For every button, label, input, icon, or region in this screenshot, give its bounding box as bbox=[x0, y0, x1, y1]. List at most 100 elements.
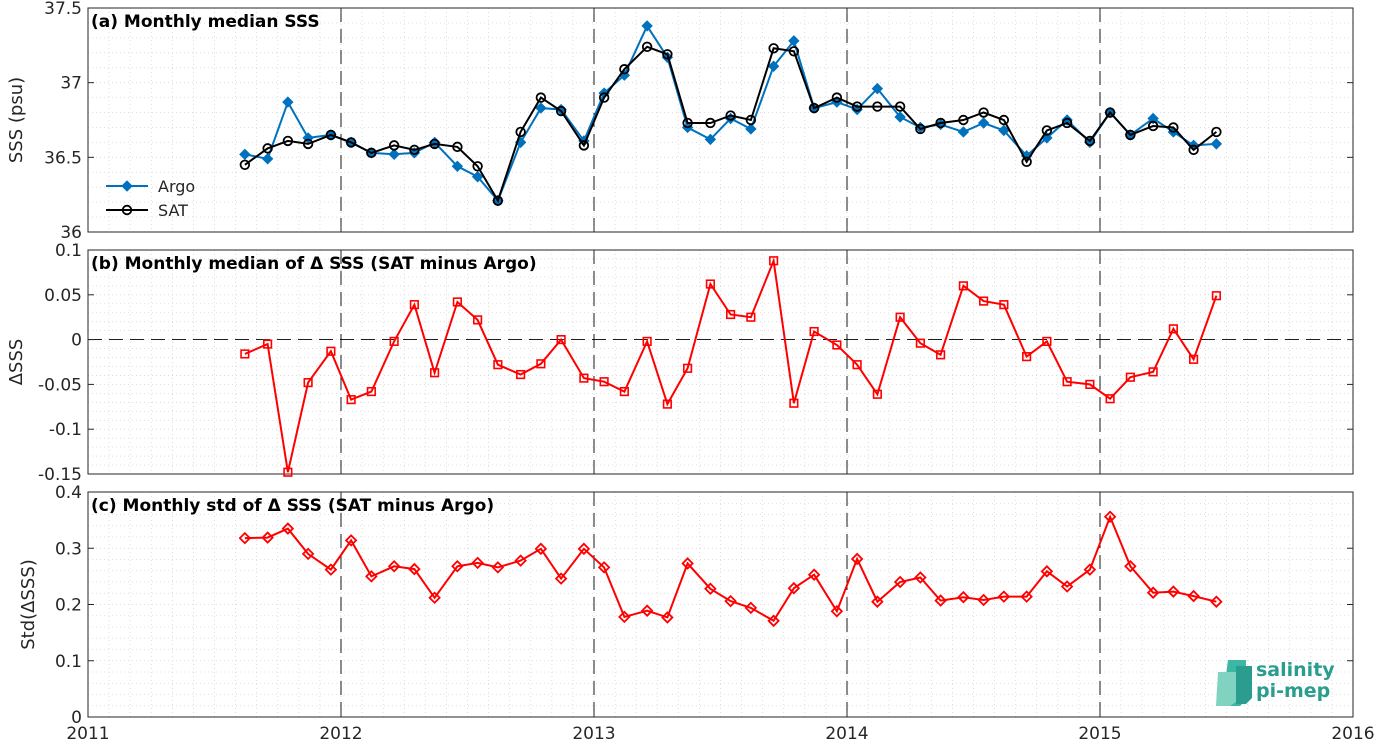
panel-2-series-0-point-17 bbox=[597, 561, 611, 574]
panel-2-series-0-point-25 bbox=[767, 614, 780, 628]
panel-1-series-0-point-15 bbox=[556, 334, 566, 345]
panel-0-series-0-point-0 bbox=[239, 148, 251, 161]
panel-0-series-0 bbox=[239, 20, 1223, 207]
panel-0-series-1-point-28 bbox=[831, 92, 843, 103]
panel-0-series-0-point-24 bbox=[745, 123, 757, 135]
panel-2-series-0-point-15 bbox=[554, 572, 568, 585]
panel-1-series-0-point-19 bbox=[642, 336, 652, 346]
panel-2-series-0-point-34 bbox=[957, 590, 970, 604]
panel-2-series-0-line bbox=[244, 514, 1217, 623]
panel-0-series-0-point-19 bbox=[641, 20, 653, 32]
panel-1-series-0-point-36 bbox=[999, 300, 1009, 310]
panel-1-series-0-point-43 bbox=[1148, 367, 1158, 377]
panel-0-series-1-point-5 bbox=[345, 137, 357, 148]
panel-0-series-1-point-21 bbox=[682, 117, 693, 129]
panel-1-series-0-point-12 bbox=[493, 360, 503, 370]
panel-1-series-0-point-42 bbox=[1125, 372, 1135, 382]
panel-0-series-1-point-23 bbox=[725, 110, 736, 121]
panel-2-series-0-point-7 bbox=[387, 559, 401, 573]
legend-label-0: Argo bbox=[158, 177, 195, 196]
panel-0-series-1-point-31 bbox=[894, 101, 906, 112]
panel-1-series-0-point-34 bbox=[958, 281, 968, 291]
panel-1-series-0-point-45 bbox=[1189, 354, 1199, 364]
panel-2-series-0-point-5 bbox=[344, 534, 358, 547]
panel-c-std-delta-sss: 0 0.1 0.2 0.3 0.4 2011 2012 2013 2014 2015 2016 Std… bbox=[18, 483, 1375, 744]
panel-0-series-0-point-1 bbox=[261, 153, 274, 165]
panel-0-series-1-point-32 bbox=[915, 123, 926, 135]
panel-0-series-1-point-43 bbox=[1147, 120, 1159, 132]
panel-2-series-0-point-18 bbox=[618, 610, 631, 624]
logo-text-line2: pi-mep bbox=[1256, 680, 1330, 702]
panel-0-series-1-point-36 bbox=[998, 114, 1010, 126]
panel-2-series-0-point-6 bbox=[365, 570, 378, 583]
panel-1-series-0-point-30 bbox=[872, 389, 882, 399]
panel-2-series-0-point-14 bbox=[534, 542, 548, 556]
panel-0-series-0-point-39 bbox=[1061, 114, 1073, 126]
panel-1-series-0-point-13 bbox=[516, 369, 526, 380]
panel-2-series-0-point-33 bbox=[934, 594, 947, 607]
panel-1-series-0-point-39 bbox=[1062, 377, 1072, 387]
panel-1-series-0-point-44 bbox=[1168, 324, 1178, 334]
panel-0-series-1-point-19 bbox=[641, 41, 653, 53]
panel-1-series-0-point-46 bbox=[1211, 291, 1221, 301]
panel-1-series-0 bbox=[240, 256, 1221, 477]
panel-1-series-0-point-22 bbox=[705, 279, 715, 289]
panel-2-series-0-point-0 bbox=[238, 531, 252, 545]
panel-1-ytick-label: 0.05 bbox=[44, 286, 82, 306]
logo-text-line1: salinity bbox=[1256, 659, 1335, 681]
panel-2-ytick-label: 0.3 bbox=[55, 539, 82, 559]
panel-2-series-0-point-20 bbox=[661, 611, 674, 624]
panel-0-ytick-label: 36.5 bbox=[44, 148, 82, 168]
panel-1-series-0-point-26 bbox=[789, 398, 799, 408]
panel-1-series-0-point-8 bbox=[409, 300, 419, 310]
panel-1-series-0-point-29 bbox=[852, 360, 862, 370]
panel-2-series-0-point-29 bbox=[850, 552, 864, 566]
panel-0-ylabel: SSS (psu) bbox=[6, 77, 27, 163]
panel-2-series-0-point-24 bbox=[744, 601, 758, 615]
panel-0-series-0-point-30 bbox=[871, 82, 884, 95]
panel-1-series-0-point-24 bbox=[746, 312, 756, 322]
panel-b-delta-sss: -0.15 -0.1 -0.05 0 0.05 0.1 ΔSSS (b) Monthly me… bbox=[6, 241, 1354, 485]
panel-1-series-0-point-0 bbox=[240, 349, 250, 359]
panel-0-series-1-point-38 bbox=[1041, 125, 1053, 136]
panel-0-axes-box bbox=[87, 7, 1354, 233]
panel-2-series-0-point-11 bbox=[471, 556, 484, 570]
panel-0-series-1-point-17 bbox=[598, 92, 610, 103]
panel-0-series-1-point-16 bbox=[578, 140, 590, 151]
panel-0-series-1-point-29 bbox=[851, 101, 863, 112]
panel-2-xtick-label: 2016 bbox=[1331, 724, 1374, 744]
panel-2-series-0-point-46 bbox=[1210, 595, 1223, 608]
panel-2-series-0-point-12 bbox=[491, 561, 505, 574]
panel-2-series-0-point-3 bbox=[301, 547, 315, 561]
panel-0-series-1-point-1 bbox=[262, 143, 273, 154]
panel-0-series-1-point-15 bbox=[555, 105, 567, 117]
panel-1-ytick-label: -0.1 bbox=[49, 420, 82, 440]
panel-0-series-1-point-25 bbox=[768, 43, 779, 54]
panel-0-series-1-point-22 bbox=[705, 117, 716, 129]
panel-2-xtick-label: 2011 bbox=[66, 724, 109, 744]
panel-1-series-0-point-21 bbox=[683, 363, 693, 373]
panel-1-ylabel: ΔSSS bbox=[6, 339, 27, 386]
panel-1-series-0-point-33 bbox=[936, 350, 946, 360]
panel-2-series-0-point-32 bbox=[914, 571, 927, 584]
panel-0-series-1-point-33 bbox=[935, 117, 946, 129]
panel-1-series-0-point-1 bbox=[263, 339, 273, 349]
panel-2-ytick-label: 0.1 bbox=[55, 652, 82, 672]
panel-2-series-0-point-9 bbox=[428, 591, 441, 605]
panel-2-title: (c) Monthly std of Δ SSS (SAT minus Argo… bbox=[91, 496, 494, 516]
panel-2-series-0-point-16 bbox=[577, 542, 591, 556]
panel-0-series-1-point-39 bbox=[1061, 117, 1073, 129]
panel-1-ytick-label: -0.05 bbox=[38, 375, 82, 395]
panel-2-series-0-point-30 bbox=[871, 595, 884, 608]
panel-0-legend: Argo SAT bbox=[106, 177, 195, 220]
panel-2-series-0-point-23 bbox=[724, 594, 737, 608]
panel-1-series-0-point-7 bbox=[389, 336, 399, 346]
panel-1-series-0-point-41 bbox=[1105, 394, 1115, 404]
panel-1-grid bbox=[88, 250, 1354, 474]
panel-1-series-0-point-28 bbox=[832, 340, 842, 350]
panel-1-axes-box bbox=[87, 249, 1354, 475]
panel-1-series-0-point-25 bbox=[769, 256, 779, 266]
panel-0-series-0-point-11 bbox=[471, 171, 484, 183]
panel-1-series-0-point-18 bbox=[619, 386, 629, 397]
